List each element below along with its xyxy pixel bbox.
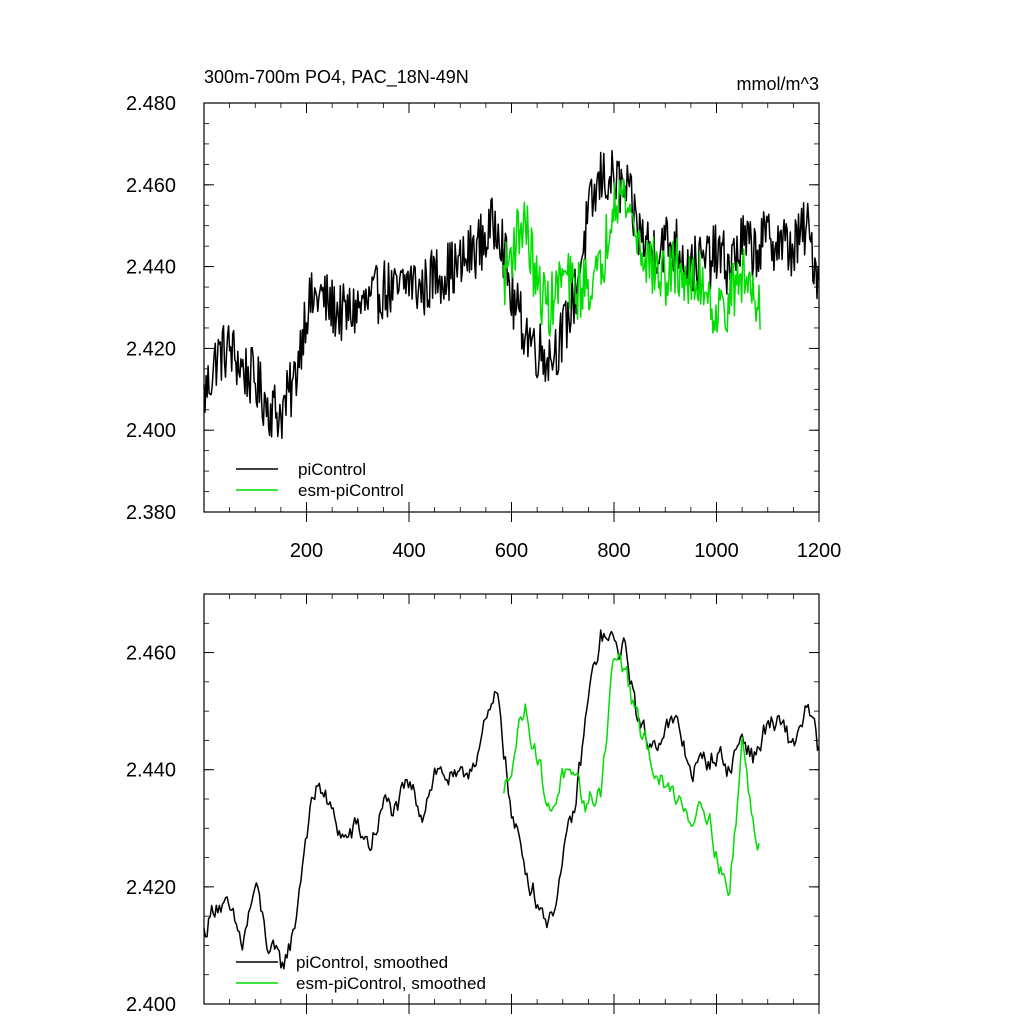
y-tick-label: 2.440 (126, 760, 176, 782)
x-tick-label: 200 (290, 540, 323, 562)
y-tick-label: 2.380 (126, 502, 176, 524)
y-tick-label: 2.440 (126, 257, 176, 279)
y-tick-label: 2.400 (126, 994, 176, 1016)
legend-label-esm-picontrol-smoothed: esm-piControl, smoothed (296, 974, 486, 993)
x-tick-label: 1000 (694, 540, 739, 562)
legend-label-picontrol-smoothed: piControl, smoothed (296, 953, 448, 972)
x-tick-label: 1200 (797, 540, 842, 562)
top-panel: 300m-700m PO4, PAC_18N-49N mmol/m^3 2.38… (126, 67, 841, 562)
top-ticks: 2.380 2.400 2.420 2.440 2.460 2.480 200 400 600 8… (126, 93, 841, 562)
x-tick-label: 400 (392, 540, 425, 562)
y-tick-label: 2.480 (126, 93, 176, 115)
series-line-picontrol (203, 150, 820, 440)
y-tick-label: 2.460 (126, 643, 176, 665)
top-chart-units: mmol/m^3 (737, 74, 819, 94)
series-line-esm-picontrol-smoothed (503, 652, 760, 897)
top-legend: piControl esm-piControl (236, 460, 404, 500)
top-series-lines (203, 150, 820, 440)
x-tick-label: 800 (597, 540, 630, 562)
bottom-panel: 2.400 2.420 2.440 2.460 piControl, smoothed… (126, 593, 820, 1016)
y-tick-label: 2.420 (126, 877, 176, 899)
y-tick-label: 2.460 (126, 175, 176, 197)
series-line-picontrol-smoothed (203, 629, 820, 970)
series-line-esm-picontrol (503, 178, 761, 337)
bottom-series-lines (203, 629, 820, 970)
top-chart-title: 300m-700m PO4, PAC_18N-49N (204, 67, 469, 88)
x-tick-label: 600 (495, 540, 528, 562)
bottom-ticks: 2.400 2.420 2.440 2.460 (126, 593, 820, 1016)
legend-label-picontrol: piControl (298, 460, 366, 479)
legend-label-esm-picontrol: esm-piControl (298, 481, 404, 500)
y-tick-label: 2.400 (126, 420, 176, 442)
bottom-legend: piControl, smoothed esm-piControl, smoot… (236, 953, 486, 993)
bottom-plot-frame (203, 593, 820, 1005)
y-tick-label: 2.420 (126, 338, 176, 360)
